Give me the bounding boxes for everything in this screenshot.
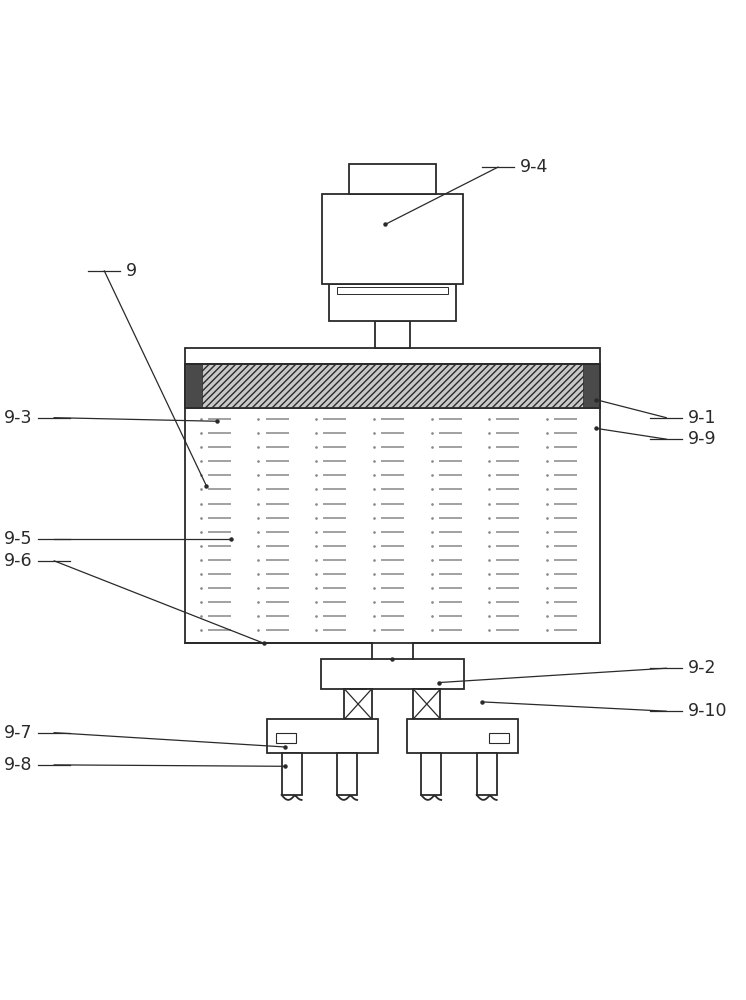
Bar: [407, 719, 518, 753]
Bar: [201, 364, 584, 408]
Bar: [337, 753, 357, 795]
Text: 9-10: 9-10: [688, 702, 727, 720]
Bar: [413, 689, 440, 719]
Bar: [185, 364, 600, 643]
Bar: [281, 753, 301, 795]
Bar: [267, 719, 378, 753]
Bar: [345, 689, 372, 719]
Bar: [186, 364, 202, 408]
Bar: [375, 321, 410, 348]
Text: 9-4: 9-4: [520, 158, 548, 176]
Bar: [337, 287, 448, 294]
Bar: [185, 348, 600, 364]
Text: 9-7: 9-7: [4, 724, 32, 742]
Bar: [322, 194, 463, 284]
Text: 9-3: 9-3: [4, 409, 32, 427]
Bar: [321, 659, 464, 689]
Bar: [477, 753, 497, 795]
Bar: [421, 753, 441, 795]
Text: 9-1: 9-1: [688, 409, 717, 427]
Bar: [329, 284, 456, 321]
Text: 9-9: 9-9: [688, 430, 717, 448]
Bar: [276, 733, 296, 743]
Text: 9-5: 9-5: [4, 530, 32, 548]
Bar: [489, 733, 509, 743]
Text: 9-2: 9-2: [688, 659, 717, 677]
Bar: [583, 364, 598, 408]
Bar: [349, 164, 436, 194]
Bar: [201, 364, 584, 408]
Text: 9-6: 9-6: [4, 552, 32, 570]
Text: 9-8: 9-8: [4, 756, 32, 774]
Text: 9: 9: [126, 262, 137, 280]
